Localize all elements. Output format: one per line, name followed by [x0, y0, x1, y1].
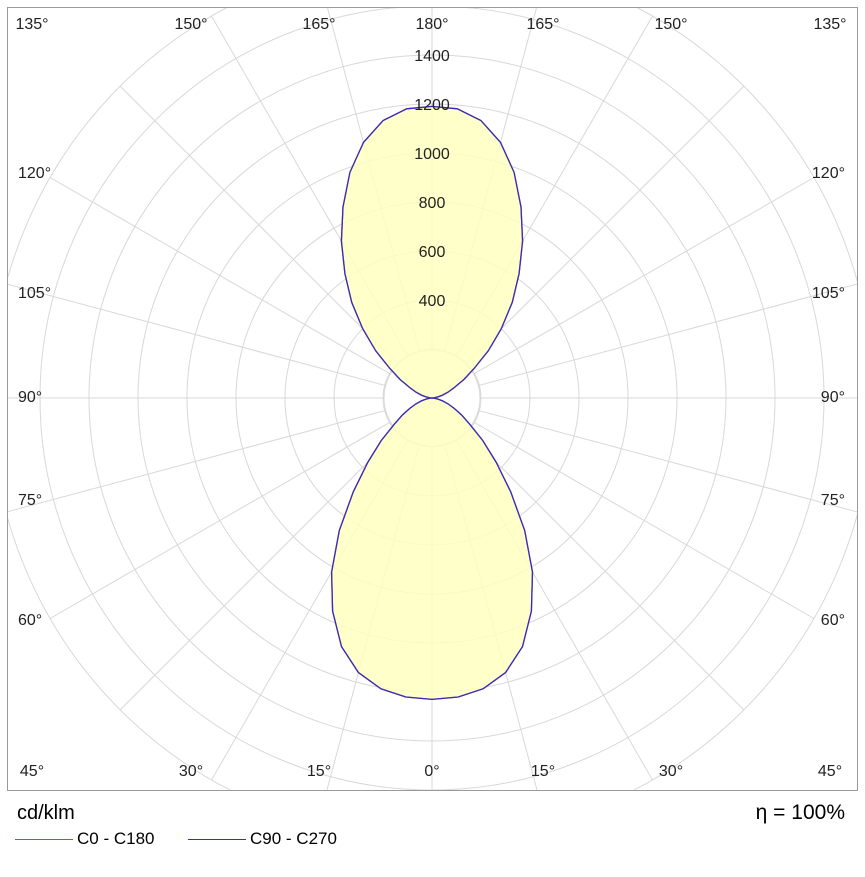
polar-chart-frame: 400 600 800 1000 1200 1400 135° 150° 165° 180° 16… [7, 7, 858, 791]
angle-label-bottom: 0° [424, 763, 439, 780]
angle-label-bottom: 45° [20, 763, 44, 780]
polar-chart: 400 600 800 1000 1200 1400 135° 150° 165° 180° 16… [8, 8, 857, 790]
intensity-curves [330, 105, 534, 701]
grid-spoke [473, 177, 815, 375]
angle-label-top: 135° [813, 16, 846, 33]
radial-tick-label: 1200 [414, 97, 450, 114]
unit-label: cd/klm [17, 802, 75, 824]
angle-label-top: 135° [15, 16, 48, 33]
angle-label-top: 165° [526, 16, 559, 33]
angle-label-bottom: 30° [659, 763, 683, 780]
angle-label-left: 75° [18, 492, 42, 509]
angle-label-bottom: 45° [818, 763, 842, 780]
angle-label-bottom: 30° [179, 763, 203, 780]
intensity-fill [331, 106, 533, 700]
legend-label-c0-c180: C0 - C180 [77, 829, 155, 848]
grid-spoke [478, 283, 857, 387]
angle-label-left: 90° [18, 389, 42, 406]
grid-spoke [478, 409, 857, 513]
angle-label-top: 180° [415, 16, 448, 33]
radial-tick-label: 400 [419, 293, 446, 310]
grid-spoke [8, 283, 386, 387]
angle-label-top: 150° [174, 16, 207, 33]
radial-tick-label: 800 [419, 195, 446, 212]
angle-label-bottom: 15° [531, 763, 555, 780]
radial-tick-labels: 400 600 800 1000 1200 1400 [414, 48, 450, 310]
legend-item-c90-c270: C90 - C270 [188, 829, 337, 849]
grid-spoke [8, 409, 386, 513]
grid-spoke [49, 421, 391, 619]
grid-spoke [49, 177, 391, 375]
angle-label-right: 105° [812, 285, 845, 302]
angle-label-left: 120° [18, 165, 51, 182]
legend-label-c90-c270: C90 - C270 [250, 829, 337, 848]
angle-label-right: 60° [821, 612, 845, 629]
grid-spoke [119, 431, 399, 711]
legend-swatch-c90-c270 [188, 838, 246, 840]
angle-label-top: 150° [654, 16, 687, 33]
angle-label-bottom: 15° [307, 763, 331, 780]
legend-item-c0-c180: C0 - C180 [15, 829, 154, 849]
grid-spoke [465, 431, 745, 711]
radial-tick-label: 600 [419, 244, 446, 261]
curve-c90-c270 [330, 105, 534, 701]
angle-label-right: 75° [821, 492, 845, 509]
angle-label-right: 120° [812, 165, 845, 182]
legend-swatch-c0-c180 [15, 838, 73, 840]
angle-label-right: 90° [821, 389, 845, 406]
angle-label-left: 60° [18, 612, 42, 629]
efficiency-label: η = 100% [755, 801, 845, 824]
grid-spoke [465, 85, 745, 365]
grid-spoke [119, 85, 399, 365]
radial-tick-label: 1000 [414, 146, 450, 163]
grid-spoke [473, 421, 815, 619]
radial-tick-label: 1400 [414, 48, 450, 65]
angle-label-left: 105° [18, 285, 51, 302]
angle-label-top: 165° [302, 16, 335, 33]
angle-labels: 135° 150° 165° 180° 165° 150° 135° 45° 30° 15° 0° 1… [15, 16, 846, 780]
